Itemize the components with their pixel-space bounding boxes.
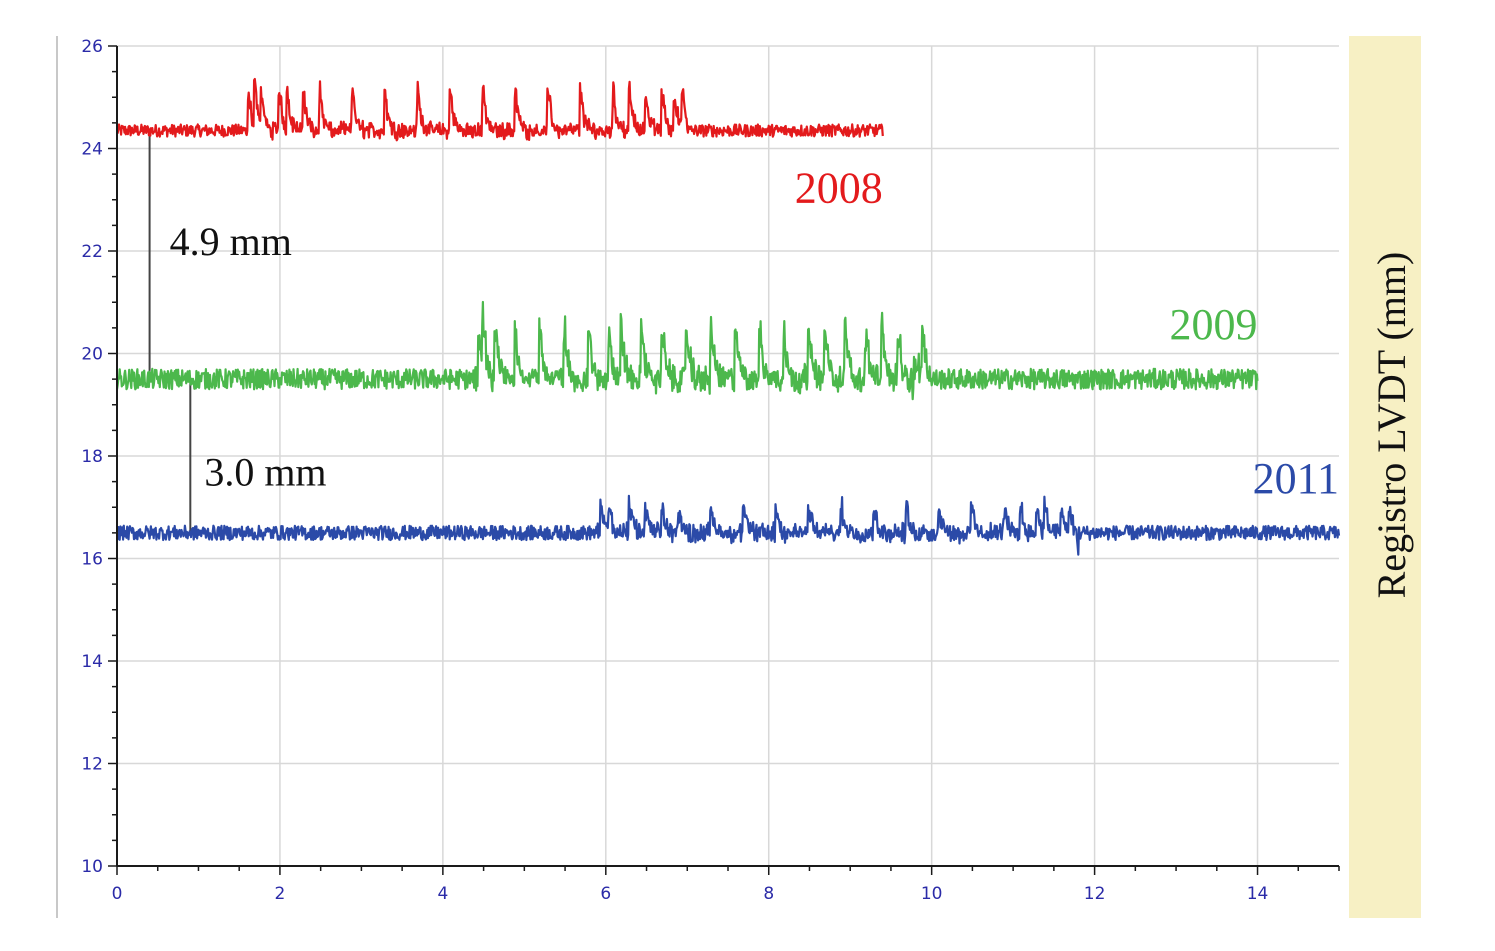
side-panel <box>1349 36 1421 918</box>
series-label-2008: 2008 <box>795 164 883 213</box>
x-tick-label: 4 <box>437 884 448 904</box>
gap-marker-label: 3.0 mm <box>204 449 326 494</box>
x-tick-label: 8 <box>763 884 774 904</box>
y-tick-label: 22 <box>81 242 103 262</box>
trace-2008 <box>115 77 884 142</box>
series-labels: 2008 2009 2011 <box>795 164 1339 503</box>
x-tick-label: 14 <box>1247 884 1269 904</box>
x-tick-label: 12 <box>1084 884 1106 904</box>
trace-2009 <box>115 300 1259 401</box>
series-label-2011: 2011 <box>1253 454 1339 503</box>
y-tick-label: 14 <box>81 652 103 672</box>
y-tick-label: 18 <box>81 447 103 467</box>
trace-2011 <box>115 494 1341 556</box>
series-label-2009: 2009 <box>1170 300 1258 349</box>
annotations: 4.9 mm 3.0 mm <box>148 130 327 533</box>
y-axis-title: Registro LVDT (mm) <box>1369 252 1414 599</box>
y-tick-label: 12 <box>81 755 103 775</box>
y-tick-label: 16 <box>81 550 103 570</box>
x-tick-label: 10 <box>921 884 943 904</box>
y-tick-label: 20 <box>81 345 103 365</box>
data-traces <box>115 77 1341 556</box>
gap-marker-label: 4.9 mm <box>170 219 292 264</box>
x-tick-label: 0 <box>112 884 123 904</box>
x-tick-label: 6 <box>600 884 611 904</box>
y-tick-label: 10 <box>81 857 103 877</box>
x-tick-label: 2 <box>275 884 286 904</box>
y-tick-label: 24 <box>81 140 103 160</box>
y-tick-label: 26 <box>81 37 103 57</box>
